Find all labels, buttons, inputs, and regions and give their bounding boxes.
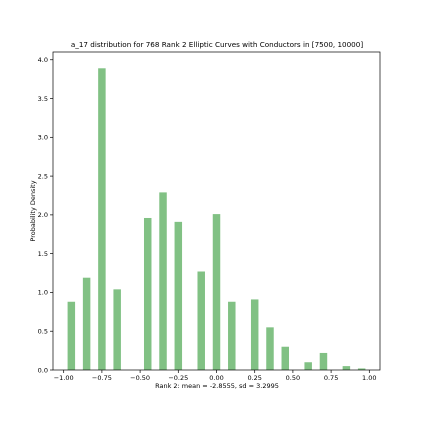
bar: [281, 346, 290, 370]
y-tick-label: 2.5: [38, 172, 48, 180]
bar: [159, 192, 167, 370]
bar: [82, 277, 91, 370]
bar: [98, 68, 106, 370]
y-tick-label: 2.0: [38, 211, 48, 219]
x-tick-label: −1.00: [54, 374, 74, 382]
y-tick-label: 0.5: [38, 328, 48, 336]
x-tick-label: 0.00: [209, 374, 223, 382]
y-tick-label: 1.0: [38, 289, 48, 297]
x-tick-label: −0.25: [168, 374, 188, 382]
x-tick-label: 0.75: [324, 374, 338, 382]
y-axis: 0.0 0.5 1.0 1.5 2.0 2.5 3.0 3.5 4.0: [38, 56, 53, 374]
bar: [342, 366, 351, 370]
x-tick-label: 0.25: [247, 374, 261, 382]
bar: [250, 299, 259, 370]
bar: [304, 362, 312, 370]
chart-title: a_17 distribution for 768 Rank 2 Ellipti…: [71, 40, 363, 49]
bar: [197, 271, 205, 370]
bar: [228, 301, 236, 370]
x-tick-label: −0.75: [92, 374, 112, 382]
y-tick-label: 3.5: [38, 95, 48, 103]
x-tick-label: 0.50: [286, 374, 300, 382]
bar: [143, 217, 152, 370]
x-axis-label: Rank 2: mean = -2.8555, sd = 3.2995: [155, 382, 279, 390]
y-tick-label: 1.5: [38, 250, 48, 258]
y-tick-label: 4.0: [38, 56, 48, 64]
bar: [212, 214, 221, 370]
x-tick-label: 1.00: [362, 374, 376, 382]
bars-group: [67, 68, 366, 370]
y-tick-label: 0.0: [38, 366, 48, 374]
y-tick-label: 3.0: [38, 134, 48, 142]
bar: [357, 368, 366, 370]
bar: [113, 289, 121, 370]
y-axis-label: Probability Density: [29, 180, 37, 241]
bar: [319, 352, 328, 370]
bar: [266, 327, 274, 370]
bar: [174, 221, 183, 370]
bar: [67, 301, 76, 370]
x-tick-label: −0.50: [130, 374, 150, 382]
x-axis: −1.00 −0.75 −0.50 −0.25 0.00 0.25 0.50 0.75 1.00: [54, 370, 377, 382]
